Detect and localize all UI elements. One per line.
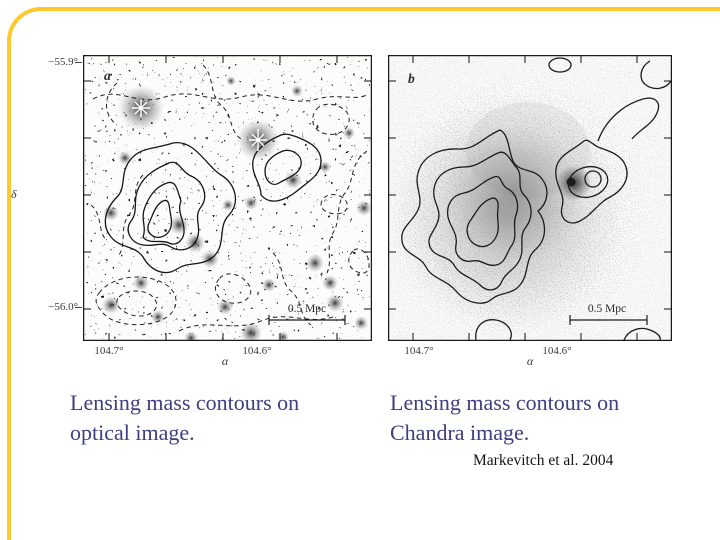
panel-b-ra-left-label: 104.7° (404, 345, 434, 357)
panel-a-scale-bar-label: 0.5 Mpc (288, 303, 326, 315)
panel-b-solid-contours (401, 57, 672, 341)
star-marker-icon (249, 129, 267, 151)
caption-right-line2: Chandra image. (390, 420, 530, 445)
panel-a-dec-bottom-label: −56.0° (48, 301, 78, 313)
caption-right: Lensing mass contours on Chandra image. (390, 388, 619, 448)
panel-b-ra-right-label: 104.6° (542, 345, 572, 357)
panel-b-frame (388, 55, 672, 341)
panel-b-scale-bar: 0.5 Mpc (569, 303, 648, 325)
panel-a-ticks (84, 56, 371, 340)
panel-a-ra-axis-label: α (221, 354, 229, 368)
panel-b-letter: b (408, 71, 415, 86)
caption-right-line1: Lensing mass contours on (390, 390, 620, 415)
panel-a-scale-bar: 0.5 Mpc (268, 303, 346, 325)
panel-b-xray-cloud (390, 57, 670, 339)
caption-left-line1: Lensing mass contours on (70, 390, 300, 415)
panel-b-figure: 0.5 Mpc b (388, 55, 672, 341)
star-marker-icon (132, 99, 150, 117)
panel-a-solid-contours (104, 133, 322, 274)
panel-b-ra-axis-label: α (526, 354, 534, 368)
panel-a-dashed-contours (90, 64, 370, 332)
panel-a-figure: 0.5 Mpc a (83, 55, 372, 341)
panel-a-letter: a (104, 68, 111, 83)
panel-b-scale-bar-label: 0.5 Mpc (588, 303, 626, 315)
credit-text: Markevitch et al. 2004 (473, 452, 614, 469)
caption-left-line2: optical image. (70, 420, 195, 445)
panel-a-ra-right-label: 104.6° (242, 345, 272, 357)
panel-a-dec-top-label: −55.9° (48, 56, 78, 68)
caption-left: Lensing mass contours on optical image. (70, 388, 299, 448)
panel-a-ra-left-label: 104.7° (94, 345, 124, 357)
panel-a-dec-bottom-tick (75, 307, 82, 308)
panel-b-ticks (389, 56, 671, 340)
panel-a-dec-top-tick (75, 62, 82, 63)
panel-b-chandra-image: 0.5 Mpc b (388, 55, 672, 341)
panel-a-optical-image: 0.5 Mpc a (83, 55, 372, 341)
panel-a-dec-axis-label: δ (11, 187, 17, 201)
panel-a-frame (83, 55, 372, 341)
